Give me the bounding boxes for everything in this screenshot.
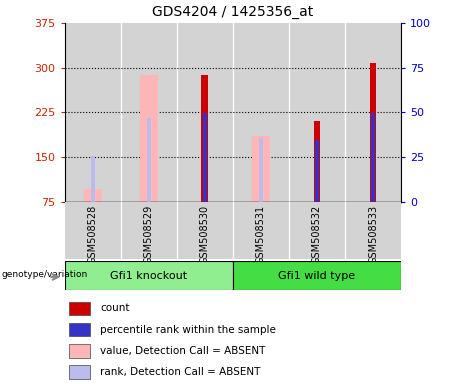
Bar xyxy=(177,23,233,202)
Bar xyxy=(259,138,263,202)
Bar xyxy=(289,202,345,259)
Bar xyxy=(371,113,375,202)
Bar xyxy=(147,118,151,202)
Text: rank, Detection Call = ABSENT: rank, Detection Call = ABSENT xyxy=(100,367,260,377)
Bar xyxy=(65,261,233,290)
Bar xyxy=(121,23,177,202)
Title: GDS4204 / 1425356_at: GDS4204 / 1425356_at xyxy=(152,5,313,19)
Bar xyxy=(315,140,319,202)
Bar xyxy=(69,302,90,315)
Bar xyxy=(201,75,208,202)
Bar xyxy=(140,75,158,202)
Bar xyxy=(233,202,289,259)
Text: Gfi1 knockout: Gfi1 knockout xyxy=(110,270,187,281)
Text: GSM508532: GSM508532 xyxy=(312,205,322,264)
Bar xyxy=(65,202,121,259)
Text: GSM508533: GSM508533 xyxy=(368,205,378,263)
Bar xyxy=(69,366,90,379)
Text: GSM508530: GSM508530 xyxy=(200,205,210,263)
Bar xyxy=(69,323,90,336)
Text: Gfi1 wild type: Gfi1 wild type xyxy=(278,270,355,281)
Bar xyxy=(233,23,289,202)
Text: GSM508531: GSM508531 xyxy=(256,205,266,263)
Bar xyxy=(203,113,207,202)
Bar xyxy=(345,202,401,259)
Text: value, Detection Call = ABSENT: value, Detection Call = ABSENT xyxy=(100,346,266,356)
Text: GSM508528: GSM508528 xyxy=(88,205,98,264)
Bar xyxy=(313,121,320,202)
Bar xyxy=(177,202,233,259)
Bar xyxy=(69,344,90,358)
Bar xyxy=(91,156,95,202)
Text: percentile rank within the sample: percentile rank within the sample xyxy=(100,325,276,335)
Bar xyxy=(370,63,376,202)
Bar xyxy=(289,23,345,202)
Bar xyxy=(121,202,177,259)
Text: genotype/variation: genotype/variation xyxy=(1,270,88,278)
Text: count: count xyxy=(100,303,130,313)
Text: GSM508529: GSM508529 xyxy=(144,205,154,264)
Bar xyxy=(345,23,401,202)
Bar xyxy=(252,136,270,202)
Bar xyxy=(65,23,121,202)
Bar xyxy=(233,261,401,290)
Bar xyxy=(83,189,101,202)
